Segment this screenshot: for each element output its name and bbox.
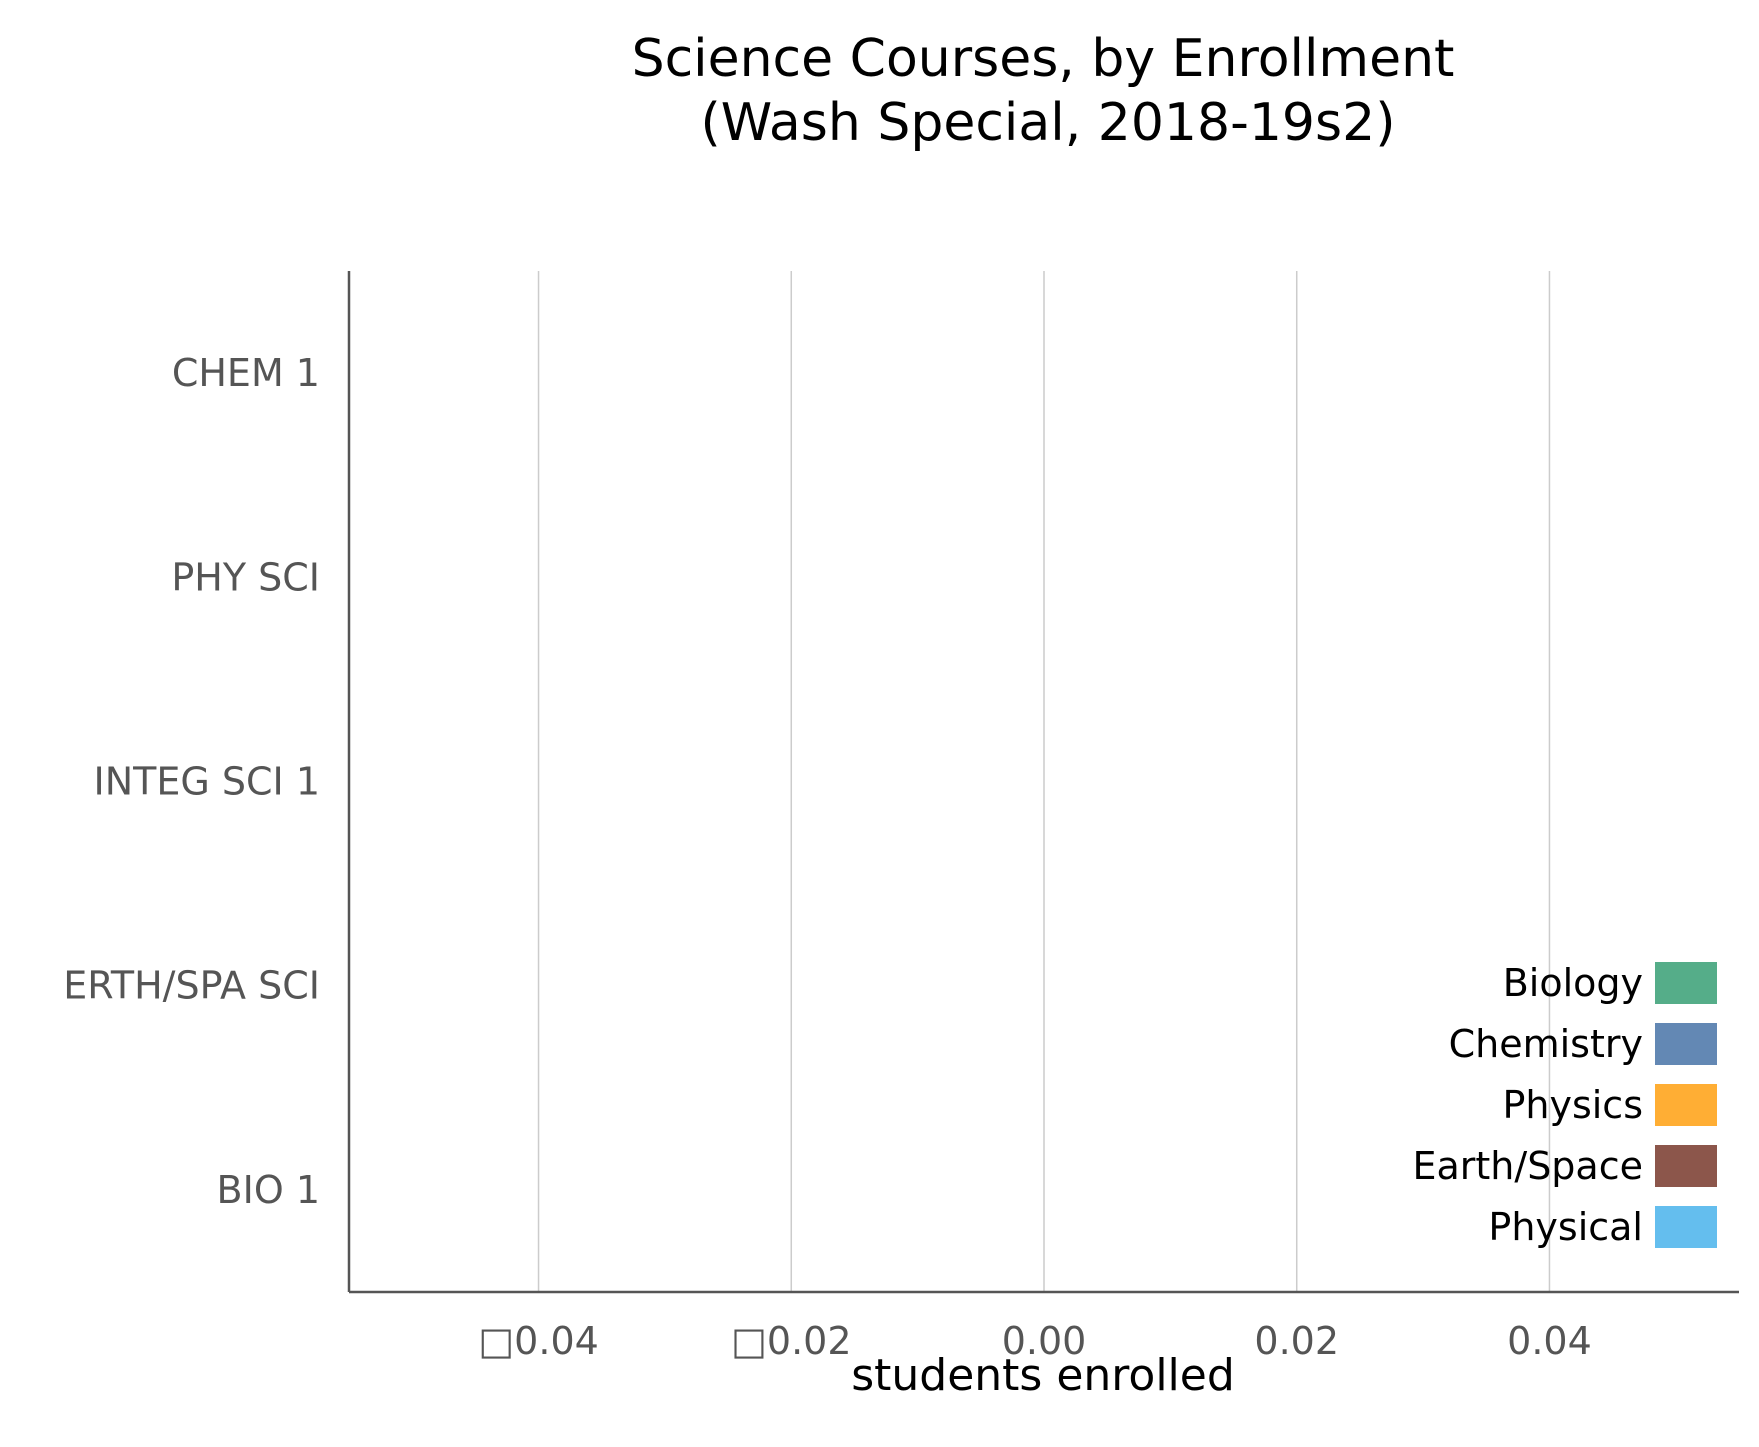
x-tick-label: 0.00: [1002, 1319, 1087, 1363]
chart-subtitle: (Wash Special, 2018-19s2): [701, 93, 1396, 153]
y-tick-label: ERTH/SPA SCI: [63, 964, 320, 1008]
legend-swatch: [1655, 1084, 1717, 1126]
legend-swatch: [1655, 1023, 1717, 1065]
legend-swatch: [1655, 962, 1717, 1004]
y-tick-label: PHY SCI: [171, 555, 320, 599]
legend: Biology Chemistry Physics Earth/Space Physic…: [1412, 961, 1717, 1249]
legend-label: Chemistry: [1449, 1022, 1643, 1066]
x-axis-label: students enrolled: [851, 1350, 1235, 1401]
legend-label: Physics: [1502, 1083, 1643, 1127]
y-tick-label: INTEG SCI 1: [94, 760, 321, 804]
legend-label: Earth/Space: [1412, 1144, 1643, 1188]
legend-label: Biology: [1503, 961, 1643, 1005]
legend-label: Physical: [1488, 1205, 1643, 1249]
y-tick-label: CHEM 1: [172, 351, 320, 395]
x-tick-labels: □0.04 □0.02 0.00 0.02 0.04: [478, 1319, 1591, 1363]
x-tick-label: □0.04: [478, 1319, 599, 1363]
gridlines: [537, 271, 1551, 1292]
chart-title: Science Courses, by Enrollment: [632, 29, 1455, 89]
y-tick-labels: CHEM 1 PHY SCI INTEG SCI 1 ERTH/SPA SCI BIO …: [63, 351, 320, 1212]
legend-swatch: [1655, 1206, 1717, 1248]
legend-swatch: [1655, 1145, 1717, 1187]
y-tick-label: BIO 1: [217, 1168, 320, 1212]
x-tick-label: 0.02: [1254, 1319, 1339, 1363]
x-tick-label: □0.02: [731, 1319, 852, 1363]
x-tick-label: 0.04: [1507, 1319, 1592, 1363]
